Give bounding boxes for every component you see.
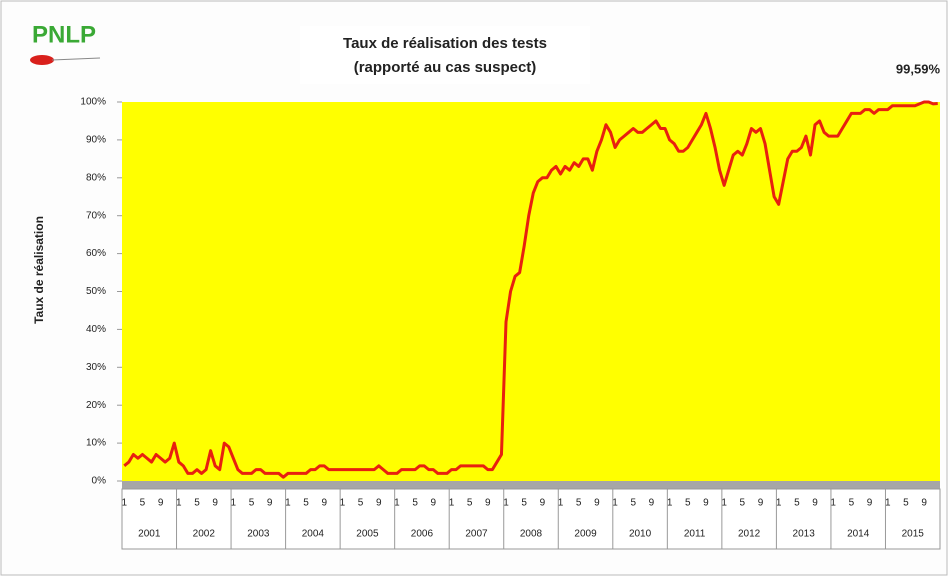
x-tick-label: 5 [630,498,636,509]
x-tick-label: 5 [249,498,255,509]
year-label: 2001 [138,529,161,540]
x-tick-label: 1 [885,498,891,509]
year-label: 2014 [847,529,870,540]
year-label: 2008 [520,529,543,540]
x-tick-label: 5 [467,498,473,509]
x-tick-label: 5 [303,498,309,509]
x-tick-label: 9 [649,498,655,509]
x-tick-label: 5 [794,498,800,509]
x-tick-label: 1 [776,498,782,509]
chart-title: (rapporté au cas suspect) [354,59,537,76]
y-tick-label: 30% [86,362,106,373]
y-tick-label: 60% [86,248,106,259]
year-label: 2015 [902,529,925,540]
x-tick-label: 5 [140,498,146,509]
x-tick-label: 9 [376,498,382,509]
title-box [300,26,590,84]
x-tick-label: 5 [685,498,691,509]
logo: PNLP [32,21,96,48]
chart-title: Taux de réalisation des tests [343,35,547,52]
x-tick-label: 5 [521,498,527,509]
x-tick-label: 1 [503,498,509,509]
x-tick-label: 1 [231,498,237,509]
x-tick-label: 9 [431,498,437,509]
x-axis-table [121,488,941,550]
year-label: 2006 [411,529,434,540]
year-label: 2010 [629,529,652,540]
x-tick-label: 9 [812,498,818,509]
year-label: 2004 [302,529,325,540]
x-tick-label: 9 [867,498,873,509]
x-tick-label: 1 [612,498,618,509]
y-tick-label: 90% [86,135,106,146]
x-tick-label: 9 [267,498,273,509]
x-tick-label: 5 [849,498,855,509]
year-label: 2003 [247,529,270,540]
x-tick-label: 1 [176,498,182,509]
x-tick-label: 1 [394,498,400,509]
y-tick-label: 0% [92,476,107,487]
y-tick-label: 100% [80,97,106,108]
x-tick-label: 5 [576,498,582,509]
y-tick-label: 70% [86,210,106,221]
x-tick-label: 9 [158,498,164,509]
plot-area [122,102,940,481]
year-label: 2011 [684,529,706,540]
logo-mark [30,55,54,65]
x-tick-label: 5 [194,498,200,509]
x-tick-label: 1 [667,498,673,509]
x-tick-label: 1 [721,498,727,509]
x-tick-label: 9 [485,498,491,509]
y-tick-label: 20% [86,400,106,411]
x-tick-label: 9 [212,498,218,509]
data-line [123,100,938,479]
x-tick-label: 1 [340,498,346,509]
x-tick-label: 5 [903,498,909,509]
y-tick-label: 80% [86,172,106,183]
y-axis-label: Taux de réalisation [32,216,46,324]
x-tick-label: 1 [558,498,564,509]
year-label: 2013 [793,529,816,540]
x-tick-label: 1 [449,498,455,509]
x-tick-label: 9 [540,498,546,509]
year-label: 2009 [574,529,597,540]
y-tick-label: 10% [86,438,106,449]
logo-mark [51,57,101,61]
year-label: 2002 [193,529,216,540]
x-tick-label: 9 [703,498,709,509]
x-tick-label: 9 [321,498,327,509]
x-tick-label: 1 [830,498,836,509]
x-tick-label: 5 [412,498,418,509]
x-tick-label: 5 [740,498,746,509]
x-tick-label: 1 [121,498,127,509]
x-tick-label: 9 [921,498,927,509]
x-axis-band [122,481,940,489]
y-tick-label: 40% [86,324,106,335]
x-tick-label: 9 [758,498,764,509]
year-label: 2005 [356,529,379,540]
year-label: 2012 [738,529,761,540]
x-tick-label: 1 [285,498,291,509]
x-tick-label: 5 [358,498,364,509]
year-label: 2007 [465,529,488,540]
y-tick-label: 50% [86,286,106,297]
annotation: 99,59% [896,61,941,76]
x-tick-label: 9 [594,498,600,509]
